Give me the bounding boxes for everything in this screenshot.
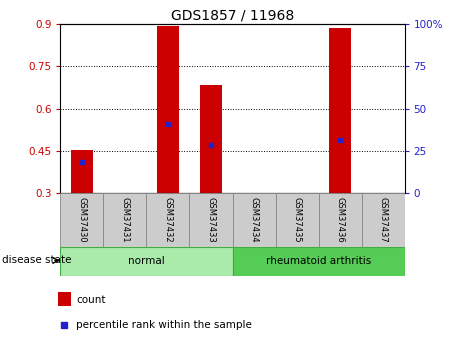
Text: GSM37435: GSM37435 (292, 197, 301, 243)
Text: normal: normal (128, 256, 165, 266)
Text: GSM37432: GSM37432 (164, 197, 173, 243)
Bar (362, 193, 405, 247)
Title: GDS1857 / 11968: GDS1857 / 11968 (171, 9, 294, 23)
Text: GSM37437: GSM37437 (379, 197, 387, 243)
Bar (190, 193, 232, 247)
Text: disease state: disease state (2, 256, 72, 265)
Bar (319, 193, 362, 247)
Bar (232, 193, 275, 247)
Text: rheumatoid arthritis: rheumatoid arthritis (266, 256, 371, 266)
Bar (103, 193, 146, 247)
Bar (58, 292, 71, 306)
Bar (60, 193, 103, 247)
Text: GSM37430: GSM37430 (78, 197, 86, 243)
Text: percentile rank within the sample: percentile rank within the sample (76, 321, 252, 331)
Text: count: count (76, 295, 106, 305)
Bar (275, 193, 319, 247)
Bar (60, 247, 232, 276)
Bar (71, 149, 93, 193)
Bar (200, 85, 222, 193)
Text: GSM37433: GSM37433 (206, 197, 215, 243)
Bar (329, 28, 351, 193)
Text: GSM37434: GSM37434 (250, 197, 259, 243)
Text: GSM37431: GSM37431 (120, 197, 129, 243)
Bar (232, 247, 405, 276)
Bar (146, 193, 190, 247)
Bar (157, 26, 179, 193)
Text: GSM37436: GSM37436 (336, 197, 345, 243)
